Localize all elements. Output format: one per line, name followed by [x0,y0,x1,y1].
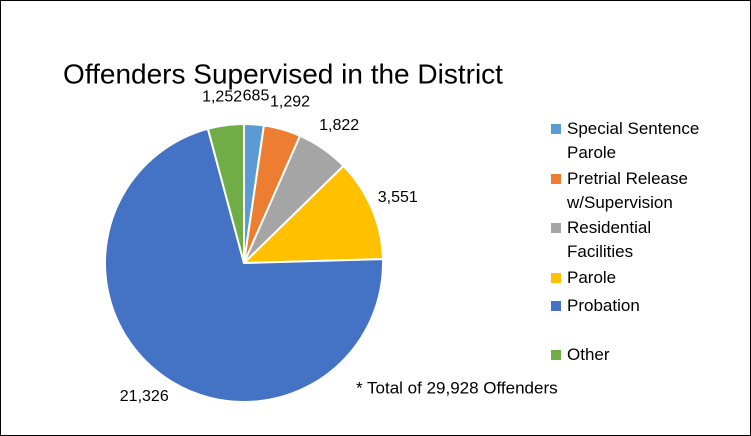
annotation: * Total of 29,928 Offenders [356,378,558,397]
pie-slice [104,127,384,403]
pie-slice [241,164,384,265]
legend-label: Parole [567,268,617,287]
data-label: 1,822 [319,117,359,134]
legend-swatch [551,124,561,134]
legend-label: Special Sentence Parole [567,119,700,162]
legend-swatch [551,301,561,311]
data-label: 21,326 [120,388,169,405]
legend-swatch [551,174,561,184]
legend-label: Pretrial Release w/Supervision [567,169,688,212]
legend-label: Probation [567,296,640,315]
legend-label: Other [567,345,610,364]
legend-item: Residential Facilities [551,216,741,264]
legend-label: Residential Facilities [567,218,652,261]
legend-swatch [551,223,561,233]
data-label: 1,292 [270,94,310,111]
data-label: 685 [243,88,270,105]
legend-swatch [551,273,561,283]
pie-slice [206,122,245,264]
legend-item: Other [551,343,741,367]
chart-title: Offenders Supervised in the District [63,58,503,89]
legend-item: Probation [551,294,741,318]
data-label: 3,551 [378,189,418,206]
legend-item: Pretrial Release w/Supervision [551,167,741,215]
legend-item: Special Sentence Parole [551,117,741,165]
legend-item: Parole [551,266,741,290]
legend-swatch [551,350,561,360]
data-label: 1,252 [202,89,242,106]
